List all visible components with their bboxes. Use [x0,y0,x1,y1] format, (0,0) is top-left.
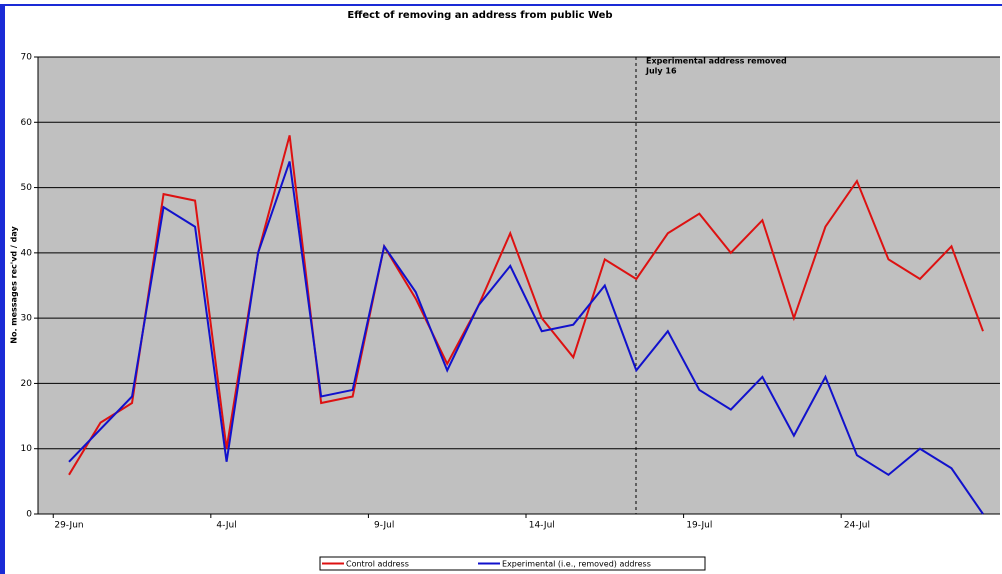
y-axis-label: No. messages rec'vd / day [10,225,19,343]
series-line [68,161,984,515]
annotation: July 16 [645,67,677,76]
y-tick-label: 30 [21,314,33,324]
y-tick-label: 20 [21,379,33,389]
chart-title: Effect of removing an address from publi… [347,10,612,21]
x-tick-label: 14-Jul [529,521,555,531]
x-tick-label: 19-Jul [686,521,712,531]
series-line [68,135,984,476]
y-tick-label: 10 [21,444,33,454]
x-tick-label: 29-Jun [54,521,83,531]
x-tick-label: 9-Jul [374,521,394,531]
y-tick-label: 70 [21,53,33,63]
y-tick-label: 60 [21,118,33,128]
x-tick-label: 24-Jul [844,521,870,531]
y-tick-label: 40 [21,248,33,258]
legend-label: Experimental (i.e., removed) address [502,560,651,569]
x-tick-label: 4-Jul [216,521,236,531]
y-tick-label: 0 [26,510,32,520]
y-tick-label: 50 [21,183,33,193]
annotation: Experimental address removed [646,57,787,66]
window-frame [0,4,1002,574]
legend-label: Control address [346,560,409,569]
legend [319,556,706,571]
